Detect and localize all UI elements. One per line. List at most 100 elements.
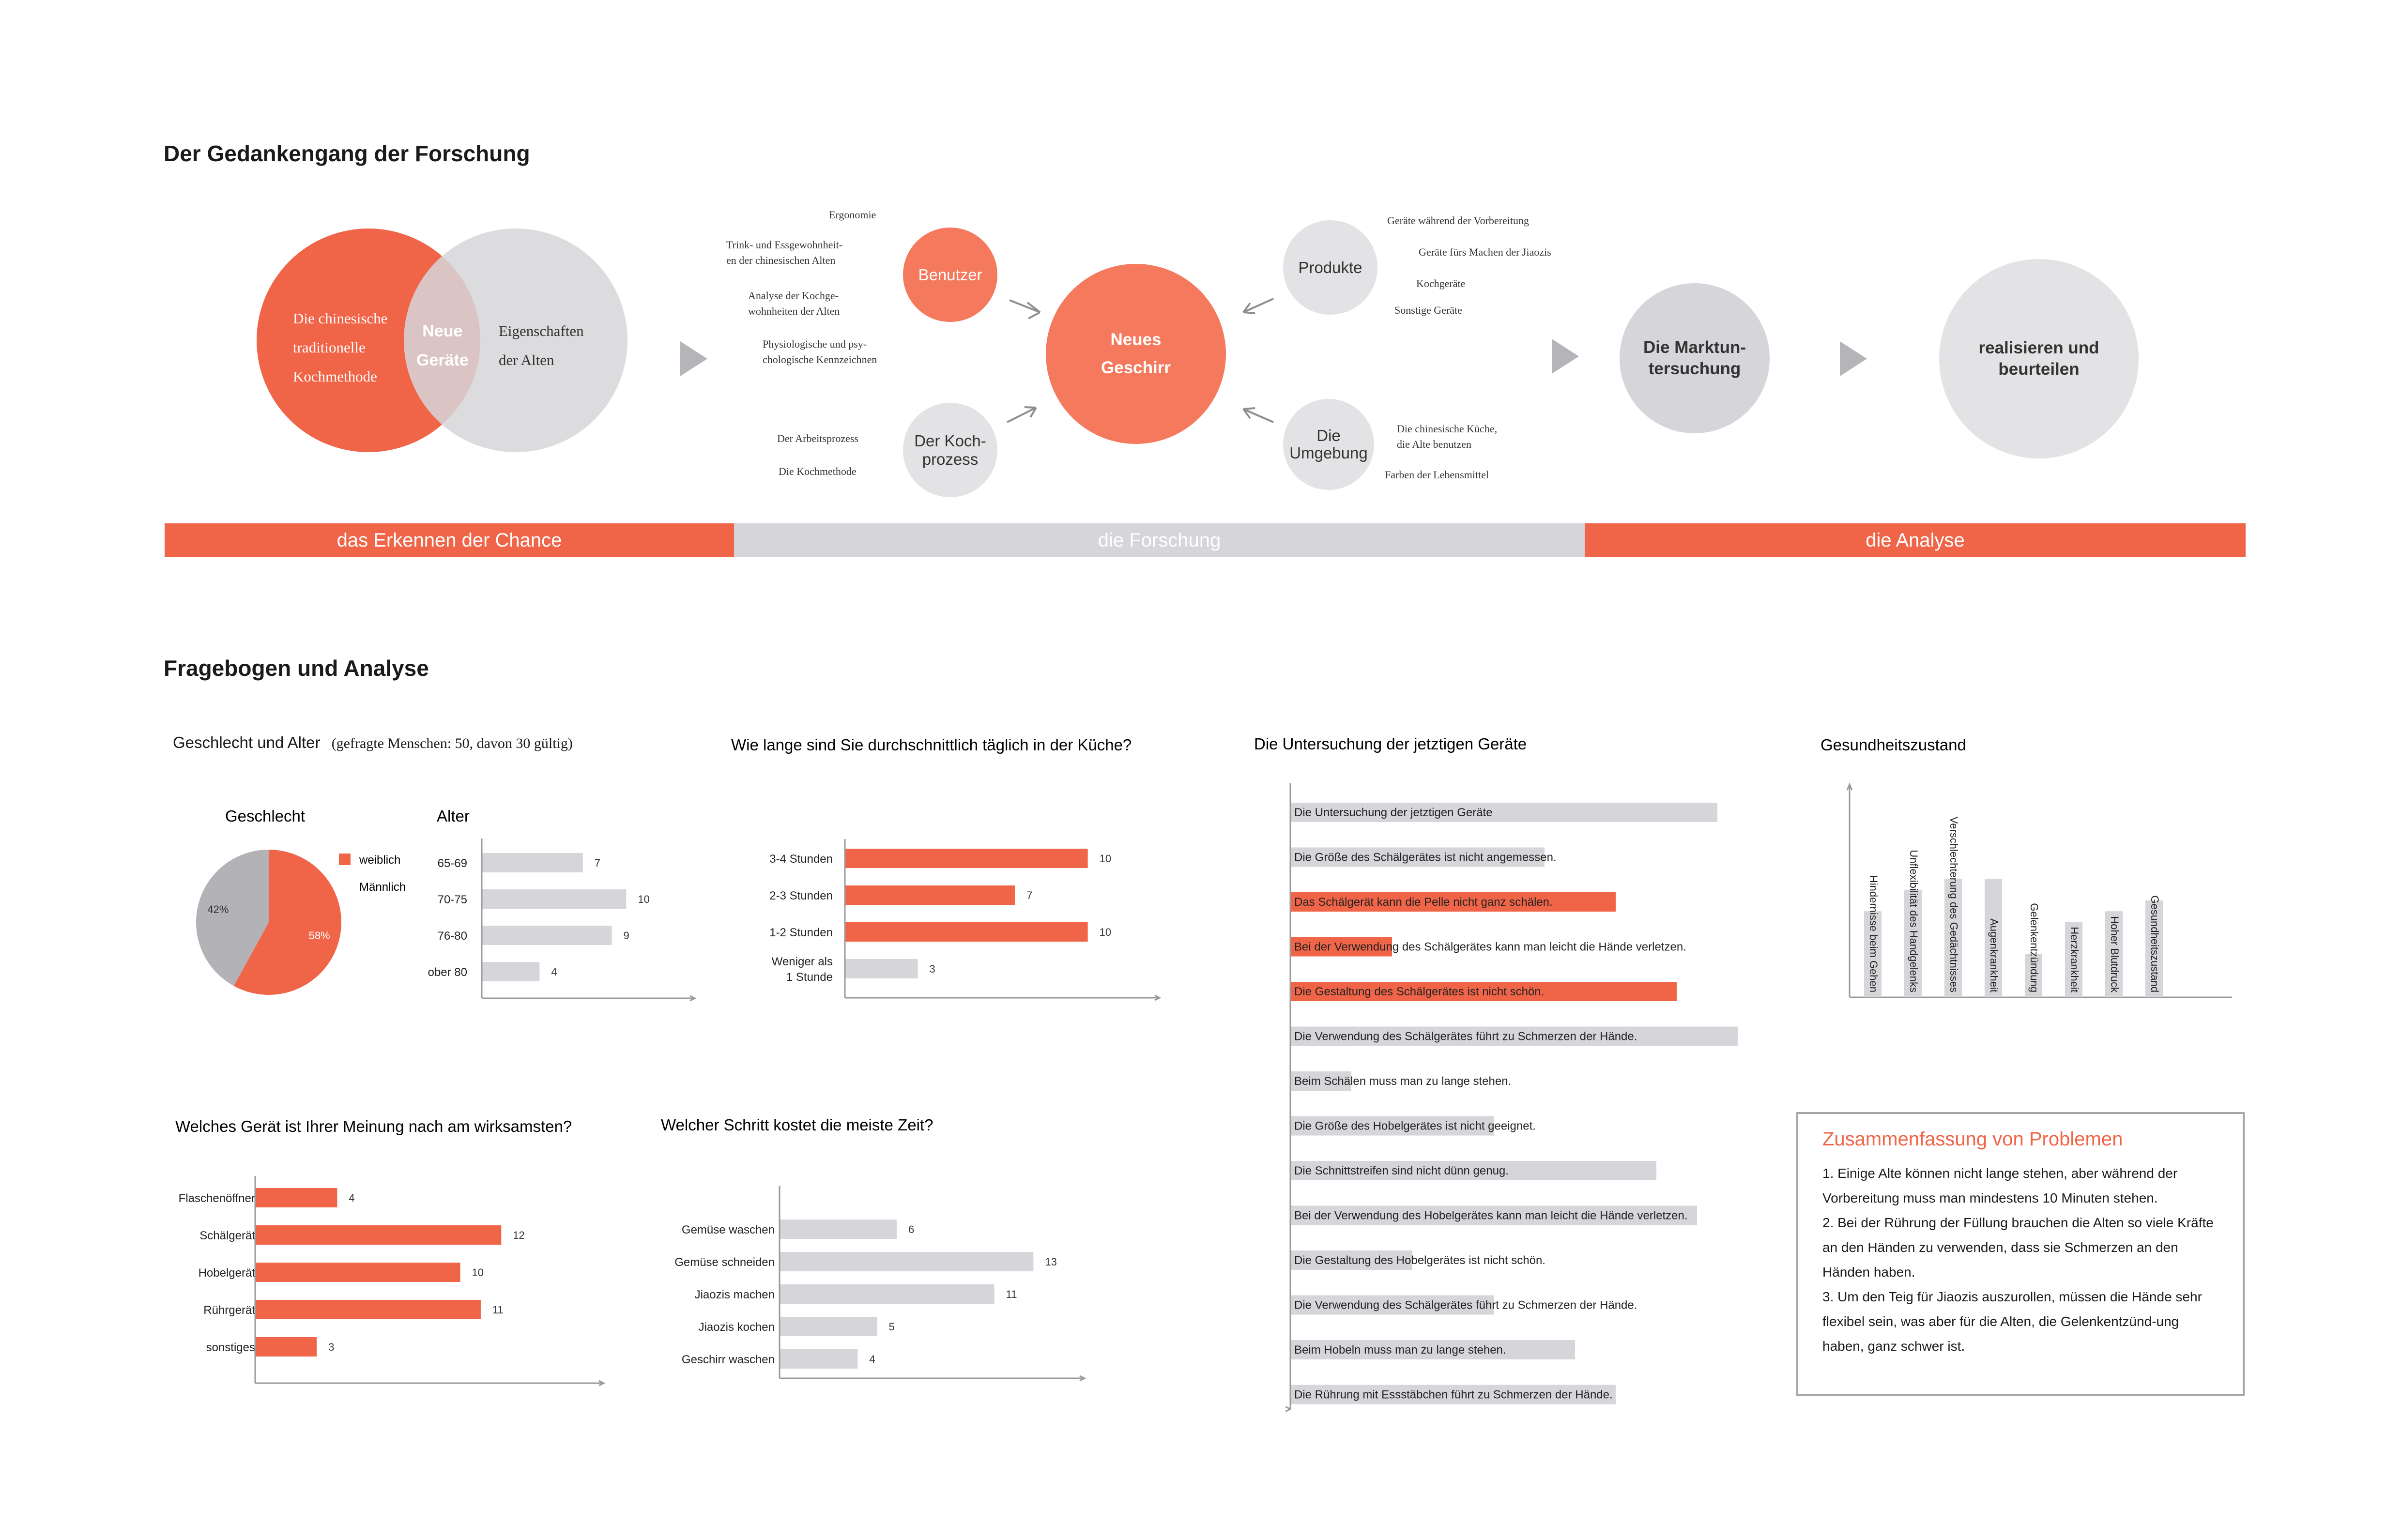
value-label: 9	[624, 930, 629, 942]
bar	[1290, 1385, 1616, 1404]
category-label: ober 80	[428, 966, 467, 979]
connector-arrows	[1007, 298, 1274, 423]
benutzer-note: Physiologische und psy-chologische Kennz…	[763, 338, 877, 366]
bar	[1290, 892, 1616, 912]
produkte-note: Sonstige Geräte	[1394, 304, 1462, 316]
pie-slice	[196, 850, 269, 986]
arrow-benutzer-to-center	[1009, 299, 1041, 320]
category-label: Die Verwendung des Schälgerätes führt zu…	[1294, 1299, 1637, 1312]
benutzer-note: Analyse der Kochge-wohnheiten der Alten	[748, 290, 840, 317]
chart-title: Welcher Schritt kostet die meiste Zeit?	[661, 1116, 933, 1134]
bar	[845, 922, 1088, 942]
bar	[845, 849, 1088, 868]
bar	[1290, 847, 1545, 867]
bar	[482, 926, 612, 945]
node-produkte: Produkte	[1283, 220, 1377, 315]
x-axis-arrow-icon	[1285, 1406, 1292, 1412]
category-label: Hoher Blutdruck	[2109, 916, 2121, 993]
kochprozess-note: Die Kochmethode	[779, 465, 857, 477]
phase-bar-forschung: die Forschung	[734, 523, 1585, 557]
bar	[255, 1337, 317, 1357]
bar	[2065, 922, 2082, 997]
bar	[255, 1300, 481, 1319]
bar	[1290, 1116, 1494, 1136]
value-label: 12	[513, 1229, 524, 1241]
phase-bar-chance: das Erkennen der Chance	[165, 523, 734, 557]
bar	[845, 959, 918, 978]
pie-value-label: 42%	[207, 903, 229, 915]
category-label: Gelenkentzündung	[2028, 903, 2040, 992]
category-label: Das Schälgerät kann die Pelle nicht ganz…	[1294, 896, 1553, 909]
arrow-kochprozess-to-center	[1007, 406, 1037, 423]
category-label: Weniger als	[772, 955, 833, 968]
category-label: 1-2 Stunden	[769, 926, 833, 939]
x-axis-arrow-icon	[1154, 994, 1162, 1001]
x-axis-arrow-icon	[689, 995, 697, 1002]
value-label: 4	[869, 1353, 875, 1365]
value-label: 11	[492, 1304, 504, 1316]
summary-item: 1. Einige Alte können nicht lange stehen…	[1822, 1166, 2178, 1205]
category-label: Hobelgerät	[199, 1266, 256, 1280]
category-label: sonstiges	[206, 1341, 255, 1354]
play-arrow-icon	[1840, 341, 1867, 376]
bar	[1864, 911, 1882, 997]
category-label: Die Schnittstreifen sind nicht dünn genu…	[1294, 1164, 1509, 1177]
value-label: 10	[472, 1266, 484, 1279]
chart-gender-age-title: Geschlecht und Alter (gefragte Menschen:…	[173, 733, 573, 751]
pie-slice	[233, 850, 341, 995]
node-realisieren: realisieren und beurteilen	[1939, 259, 2139, 458]
value-label: 4	[551, 966, 557, 978]
category-label: Verschlechterung des Gedächtnisses	[1948, 817, 1960, 992]
value-label: 10	[1100, 926, 1111, 938]
bar	[2105, 911, 2123, 997]
produkte-note: Kochgeräte	[1416, 277, 1466, 290]
category-label: Die Verwendung des Schälgerätes führt zu…	[1294, 1030, 1637, 1043]
bar	[780, 1284, 994, 1304]
venn-circle-elderly	[404, 229, 627, 452]
problem-summary-box: Zusammenfassung von Problemen 1. Einige …	[1796, 1112, 2245, 1396]
benutzer-note: Trink- und Essgewohnheit-en der chinesis…	[726, 239, 842, 266]
bar	[780, 1349, 858, 1369]
category-label: Hindernisse beim Gehen	[1867, 875, 1880, 992]
bar	[780, 1220, 897, 1239]
category-label: Die Größe des Schälgerätes ist nicht ang…	[1294, 851, 1557, 864]
category-label: Die Untersuchung der jetztigen Geräte	[1294, 806, 1493, 819]
bar	[2025, 954, 2042, 997]
node-neues-geschirr: Neues Geschirr	[1046, 264, 1226, 444]
x-axis-arrow-icon	[598, 1380, 606, 1387]
bar	[780, 1252, 1034, 1271]
bar	[2145, 900, 2163, 997]
venn-center-label: Neue Geräte	[416, 322, 469, 369]
node-kochprozess: Der Koch-prozess	[903, 403, 997, 497]
category-label: Die Größe des Hobelgerätes ist nicht gee…	[1294, 1120, 1536, 1133]
value-label: 13	[1045, 1256, 1056, 1268]
category-label: Beim Schälen muss man zu lange stehen.	[1294, 1075, 1511, 1088]
category-label: 1 Stunde	[786, 971, 833, 984]
category-label: Jiaozis machen	[695, 1288, 775, 1301]
phase-bar-analyse: die Analyse	[1585, 523, 2246, 557]
arrow-produkte-to-center	[1242, 298, 1274, 314]
category-label: Gemüse schneiden	[674, 1256, 775, 1269]
pie-value-label: 58%	[309, 930, 330, 942]
chart-title: Wie lange sind Sie durchschnittlich tägl…	[731, 736, 1132, 754]
category-label: Rührgerät	[203, 1304, 255, 1317]
venn-right-label: Eigenschaften der Alten	[499, 322, 584, 368]
value-label: 7	[1026, 889, 1032, 901]
y-axis-arrow-icon	[1846, 782, 1853, 791]
bar	[1985, 879, 2002, 997]
chart-title: Gesundheitszustand	[1821, 736, 1966, 754]
value-label: 6	[908, 1223, 914, 1235]
value-label: 11	[1006, 1288, 1017, 1300]
category-label: 3-4 Stunden	[769, 853, 833, 866]
legend-swatch	[339, 854, 351, 865]
category-label: 65-69	[438, 857, 467, 870]
summary-item: 3. Um den Teig für Jiaozis auszurollen, …	[1822, 1289, 2202, 1354]
category-label: Schälgerät	[199, 1229, 255, 1242]
category-label: Jiaozis kochen	[699, 1321, 775, 1334]
category-label: 76-80	[438, 930, 467, 943]
value-label: 4	[349, 1192, 354, 1204]
produkte-note: Geräte während der Vorbereitung	[1387, 214, 1530, 227]
category-label: Bei der Verwendung des Schälgerätes kann…	[1294, 941, 1686, 954]
umgebung-note: Farben der Lebensmittel	[1385, 469, 1489, 481]
category-label: Geschirr waschen	[682, 1353, 775, 1366]
